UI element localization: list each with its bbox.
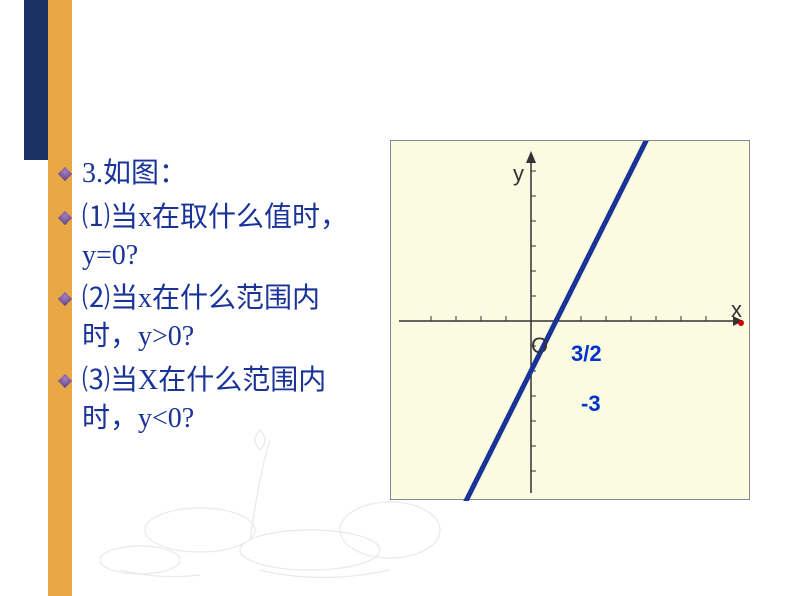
stripe-navy [24, 0, 48, 160]
question-item-text: ⑵当x在什么范围内时，y>0? [82, 280, 370, 356]
question-item-text: ⑶当X在什么范围内时，y<0? [82, 362, 370, 438]
bullet-icon [58, 292, 72, 306]
question-item-2: ⑵当x在什么范围内时，y>0? [60, 280, 370, 356]
chart-svg [391, 141, 751, 501]
x-intercept-label: 3/2 [571, 341, 602, 367]
question-item-3: ⑶当X在什么范围内时，y<0? [60, 362, 370, 438]
y-axis-label: y [513, 161, 524, 187]
y-intercept-label: -3 [581, 391, 601, 417]
bullet-icon [58, 374, 72, 388]
question-item-text: ⑴当x在取什么值时，y=0? [82, 199, 370, 275]
bullet-icon [58, 211, 72, 225]
question-item-1: ⑴当x在取什么值时，y=0? [60, 199, 370, 275]
question-title-line: 3.如图： [60, 155, 370, 193]
bullet-icon [58, 167, 72, 181]
question-title: 3.如图： [82, 155, 187, 193]
x-axis-label: x [731, 297, 742, 323]
chart-panel: y x O 3/2 -3 [390, 140, 750, 500]
question-block: 3.如图： ⑴当x在取什么值时，y=0? ⑵当x在什么范围内时，y>0? ⑶当X… [60, 155, 370, 444]
origin-label: O [531, 333, 548, 359]
